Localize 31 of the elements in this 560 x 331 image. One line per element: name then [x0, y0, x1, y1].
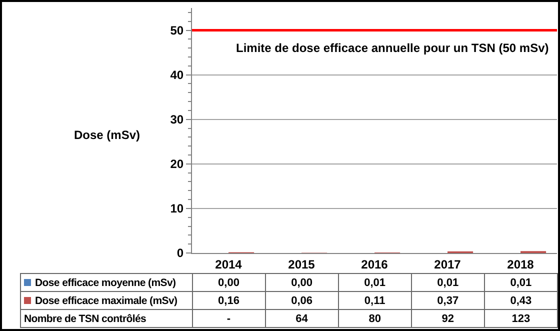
text: 123 [484, 310, 558, 328]
y-tick-label: 20 [170, 157, 184, 172]
data-label: 0,00 [192, 274, 266, 292]
x-tick-label: 2018 [507, 257, 534, 272]
data-label: 0,01 [411, 274, 484, 292]
y-tick-label: 40 [170, 68, 184, 82]
legend-label: Dose efficace maximale (mSv) [35, 294, 178, 306]
data-label: 0,11 [338, 292, 412, 310]
data-label: 0,16 [192, 292, 266, 310]
text: 64 [265, 310, 338, 328]
data-label: 0,00 [265, 274, 338, 292]
y-tick-label: 30 [170, 112, 184, 127]
text: - [192, 310, 266, 328]
data-label: 0,01 [484, 274, 558, 292]
data-label: 0,01 [338, 274, 412, 292]
data-label: 0,37 [411, 292, 484, 310]
y-axis-title: Dose (mSv) [74, 128, 140, 142]
text: 92 [411, 310, 484, 328]
text: Nombre de TSN contrôlés [24, 312, 146, 324]
y-tick-label: 0 [176, 246, 184, 260]
y-tick-label: 50 [170, 23, 184, 38]
x-tick-label: 2017 [434, 257, 462, 272]
x-tick-label: 2015 [288, 257, 316, 272]
x-tick-label: 2016 [361, 257, 388, 272]
y-tick-label: 10 [170, 202, 184, 216]
data-label: 0,43 [484, 292, 558, 310]
data-label: 0,06 [265, 292, 338, 310]
legend-label: Dose efficace moyenne (mSv) [35, 276, 176, 288]
text: 80 [338, 310, 412, 328]
x-tick-label: 2014 [215, 257, 242, 272]
ref-line-label: Limite de dose efficace annuelle pour un TSN (50 mSv) [236, 41, 549, 55]
